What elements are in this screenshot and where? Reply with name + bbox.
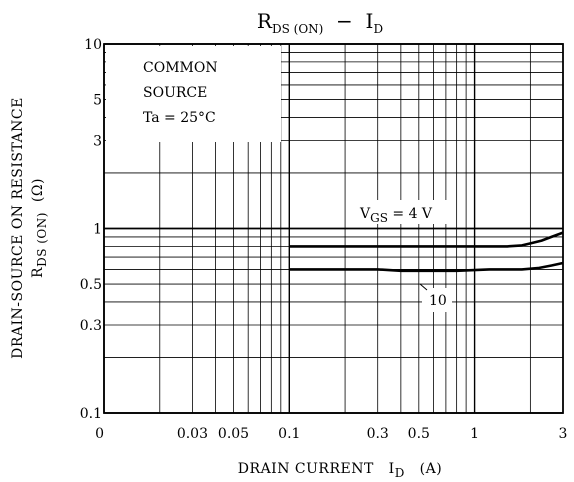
chart-title: RDS (ON) − ID (257, 9, 383, 36)
x-tick-label: 0.05 (218, 426, 249, 442)
x-tick-label: 1 (470, 426, 479, 442)
y-axis-title-line2: RDS (ON)(Ω) (30, 178, 49, 278)
series-label-10-text: 10 (429, 293, 447, 309)
x-tick-label: 0.3 (367, 426, 389, 442)
y-tick-label: 0.1 (80, 406, 102, 422)
plot-frame (103, 43, 564, 414)
y-axis-title-line1: DRAIN-SOURCE ON RESISTANCE (10, 97, 26, 359)
tick-labels: 0.1 0.3 0.5 1 3 0.03 0.05 0 0.1 0.3 0.5 1 3 5 10 (80, 37, 568, 442)
series-layer (289, 231, 564, 273)
series-label-vgs4: VGS = 4 V (352, 200, 450, 225)
conditions-line-2: SOURCE (143, 85, 207, 101)
y-tick-label: 3 (93, 133, 102, 149)
series-label-10: 10 (419, 283, 452, 312)
x-tick-label: 0.1 (278, 426, 300, 442)
y-tick-label: 0.5 (80, 277, 102, 293)
y-tick-label: 10 (84, 37, 102, 53)
series-line-vgs-4v (289, 231, 564, 248)
x-axis-title: DRAIN CURRENT ID (A) (238, 461, 442, 480)
x-tick-label: 0.5 (408, 426, 430, 442)
x-tick-label: 0.03 (177, 426, 208, 442)
y-tick-label: 5 (93, 93, 102, 109)
conditions-box: COMMON SOURCE Ta = 25°C (106, 46, 281, 142)
series-label-vgs4-text: VGS = 4 V (359, 206, 433, 225)
y-tick-label: 1 (93, 222, 102, 238)
x-tick-label-origin: 0 (95, 426, 104, 442)
y-axis-title: DRAIN-SOURCE ON RESISTANCE RDS (ON)(Ω) (10, 97, 49, 359)
y-tick-label: 0.3 (80, 318, 102, 334)
conditions-line-3: Ta = 25°C (143, 110, 216, 126)
conditions-line-1: COMMON (143, 60, 218, 76)
x-tick-label: 3 (559, 426, 568, 442)
series-line-vgs-10v (289, 261, 564, 273)
